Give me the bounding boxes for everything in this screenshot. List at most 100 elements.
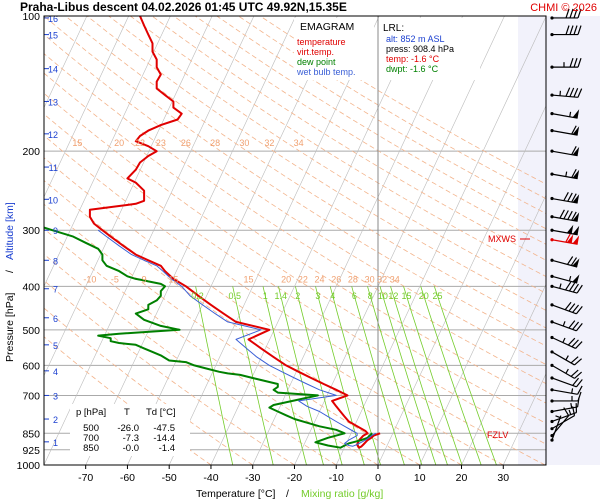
dry-adiabat <box>238 16 546 200</box>
altitude-tick-label: 11 <box>49 163 58 173</box>
table-cell: -7.3 <box>123 433 139 444</box>
dry-adiabat-label: 15 <box>72 138 82 148</box>
plot-frame <box>43 15 547 466</box>
dry-adiabat-label: 28 <box>210 138 220 148</box>
y-tick-label: 600 <box>22 360 40 372</box>
altitude-tick-label: 2 <box>53 415 58 425</box>
mixing-ratio-label: 1 <box>263 291 268 301</box>
mixing-ratio-label: 1.4 <box>274 291 287 301</box>
dry-adiabat <box>44 228 379 465</box>
wind-barb <box>550 385 583 395</box>
wind-barb <box>550 301 583 315</box>
mixing-ratio-label: 20 <box>419 291 429 301</box>
wind-barbs <box>550 8 583 442</box>
table-cell: -14.4 <box>153 433 175 444</box>
dry-adiabat <box>44 157 504 465</box>
dry-adiabat-label: 22 <box>135 138 145 148</box>
isotherm-line <box>44 16 88 109</box>
dry-adiabat-label: 9 <box>142 274 147 284</box>
isotherm-line <box>461 283 546 465</box>
table-header-t: T <box>124 407 130 418</box>
dry-adiabat <box>44 180 462 465</box>
mixing-ratio-label: 12 <box>388 291 398 301</box>
isotherm-line <box>294 16 505 465</box>
mixing-ratio-label: 0.5 <box>229 291 242 301</box>
altitude-tick-label: 3 <box>53 391 58 401</box>
mixing-ratio-line <box>232 286 274 465</box>
table-cell: 500 <box>83 423 99 434</box>
lrl-dewpoint: dwpt: -1.6 °C <box>386 64 439 74</box>
x-tick-label: -30 <box>245 472 260 484</box>
altitude-tick-label: 5 <box>53 341 58 351</box>
mxws-label: MXWS <box>488 234 516 244</box>
isotherm-line <box>127 16 338 465</box>
y-tick-label: 1000 <box>17 460 41 472</box>
levels-table: p [hPa] T Td [°C] 500 -26.0 -47.5 700 -7… <box>70 404 190 456</box>
dry-adiabats <box>44 16 546 465</box>
mixing-ratio-line <box>329 286 381 465</box>
lrl-title: LRL: <box>383 23 404 34</box>
y-axis-separator: / <box>4 270 16 273</box>
dry-adiabat-label: 20 <box>114 138 124 148</box>
mixing-ratio-label: 8 <box>368 291 373 301</box>
y-tick-label: 700 <box>22 390 40 402</box>
altitude-tick-label: 13 <box>48 97 58 107</box>
lrl-temperature: temp: -1.6 °C <box>386 54 440 64</box>
isotherm-line <box>168 16 380 465</box>
altitude-tick-label: 8 <box>53 256 58 266</box>
lrl-altitude: alt: 852 m ASL <box>386 34 445 44</box>
series-wet-bulb-temp <box>97 229 377 447</box>
mixing-ratio-label: 10 <box>378 291 388 301</box>
mixing-ratio-line <box>390 286 448 465</box>
brand-label: CHMI © 2026 <box>530 2 597 14</box>
x-tick-label: 0 <box>375 472 381 484</box>
altitude-tick-label: 9 <box>53 226 58 236</box>
table-cell: -1.4 <box>159 443 175 454</box>
table-cell: -47.5 <box>153 423 175 434</box>
x-tick-label: 10 <box>414 472 426 484</box>
mixing-ratio-label: 15 <box>401 291 411 301</box>
mixing-ratio-label: 3 <box>315 291 320 301</box>
dry-adiabat-label: 34 <box>390 274 400 284</box>
altitude-tick-label: 6 <box>53 314 58 324</box>
dry-adiabat <box>44 113 546 445</box>
mixing-ratio-line <box>195 286 234 465</box>
isotherm-line <box>44 16 213 377</box>
dry-adiabat <box>44 53 546 385</box>
dry-adiabat <box>44 253 337 465</box>
wind-barb <box>550 87 583 98</box>
isotherm-line <box>210 16 422 465</box>
table-cell: 700 <box>83 433 99 444</box>
mixing-ratio-line <box>420 286 482 465</box>
x-tick-label: -70 <box>78 472 93 484</box>
wind-barb <box>550 191 580 204</box>
x-tick-label: 30 <box>497 472 509 484</box>
fzlv-label: FZLV <box>487 430 508 440</box>
y-tick-label: 925 <box>22 445 40 457</box>
dry-adiabat-label: 30 <box>239 138 249 148</box>
dry-adiabat-label: 28 <box>348 274 358 284</box>
dry-adiabat-label: -5 <box>111 274 119 284</box>
dry-adiabat <box>44 203 421 465</box>
wind-barb <box>550 363 583 379</box>
dry-adiabat-label: 15 <box>244 274 254 284</box>
isotherm-line <box>44 16 129 198</box>
lrl-box: LRL: alt: 852 m ASL press: 908.4 hPa tem… <box>380 18 480 80</box>
dry-adiabat-label: 20 <box>281 274 291 284</box>
isotherm-line <box>85 16 296 465</box>
table-cell: -0.0 <box>123 443 139 454</box>
dry-adiabat <box>216 16 546 215</box>
wind-barb <box>550 224 580 236</box>
legend-item-virt-temp: virt.temp. <box>297 47 334 57</box>
mixing-ratio-line <box>295 286 343 465</box>
dry-adiabat-label: 15 <box>168 274 178 284</box>
mixing-ratio-line <box>367 286 423 465</box>
series-dew-point <box>44 226 373 449</box>
legend-item-dew-point: dew point <box>297 57 336 67</box>
y-tick-label: 400 <box>22 281 40 293</box>
page-title: Praha-Libus descent 04.02.2026 01:45 UTC… <box>20 0 347 14</box>
mixing-ratio-label: 4 <box>330 291 335 301</box>
table-header-p: p [hPa] <box>76 407 106 418</box>
dry-adiabat-label: 23 <box>156 138 166 148</box>
x-tick-label: -20 <box>287 472 302 484</box>
